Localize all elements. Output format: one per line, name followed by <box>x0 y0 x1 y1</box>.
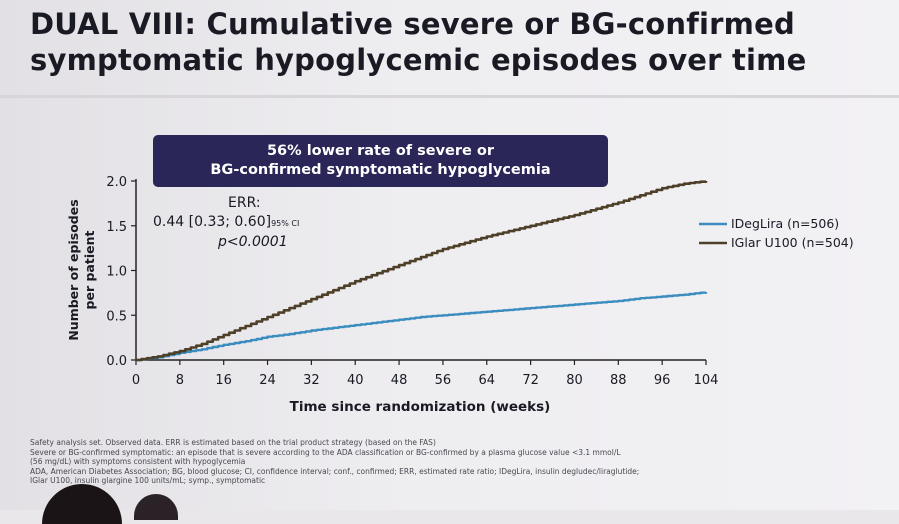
footnote-line: (56 mg/dL) with symptoms consistent with… <box>30 457 246 466</box>
slide-title-line-2: symptomatic hypoglycemic episodes over t… <box>30 43 807 77</box>
chart-axes: 0 8 16 24 32 40 48 56 64 72 80 88 96 104 0.0 0.5 1.0 1.5 2… <box>106 175 718 388</box>
banner-line-2: BG-confirmed symptomatic hypoglycemia <box>210 162 551 178</box>
y-axis-label-line-1: Number of episodes <box>66 199 81 340</box>
err-p-value: p<0.0001 <box>218 234 288 250</box>
footnote-line: Severe or BG-confirmed symptomatic: an e… <box>30 447 621 457</box>
chart-series <box>136 180 708 362</box>
series-line-ideglira <box>136 291 708 362</box>
slide-title-line-1: DUAL VIII: Cumulative severe or BG-confi… <box>30 7 795 41</box>
x-tick-label: 48 <box>391 373 408 388</box>
chart-legend: IDegLira (n=506) IGlar U100 (n=504) <box>699 216 854 250</box>
x-tick-label: 88 <box>610 373 627 388</box>
hypoglycemia-chart: 0 8 16 24 32 40 48 56 64 72 80 88 96 104 0.0 0.5 1.0 1.5 2… <box>66 175 854 415</box>
y-tick-label: 1.0 <box>106 265 127 280</box>
x-tick-label: 72 <box>522 373 539 388</box>
footnotes: Safety analysis set. Observed data. ERR … <box>30 438 890 486</box>
x-tick-label: 24 <box>259 373 276 388</box>
err-estimate: 0.44 [0.33; 0.60] <box>153 214 272 230</box>
series-line-iglar-u100 <box>136 180 708 362</box>
legend-label: IDegLira (n=506) <box>731 216 839 231</box>
x-tick-label: 64 <box>478 373 495 388</box>
err-ci-label: 95% CI <box>271 219 300 228</box>
x-tick-label: 56 <box>435 373 452 388</box>
x-tick-label: 0 <box>132 373 140 388</box>
err-annotation: ERR: 0.44 [0.33; 0.60]95% CI p<0.0001 <box>150 194 350 252</box>
x-tick-label: 104 <box>694 373 719 388</box>
y-axis-label-line-2: per patient <box>82 231 97 310</box>
err-values: 0.44 [0.33; 0.60]95% CI <box>150 213 350 233</box>
x-axis-label: Time since randomization (weeks) <box>290 399 551 415</box>
x-tick-label: 96 <box>654 373 671 388</box>
x-tick-label: 16 <box>215 373 232 388</box>
footnote-line: ADA, American Diabetes Association; BG, … <box>30 466 640 476</box>
x-tick-label: 8 <box>176 373 184 388</box>
banner-line-1: 56% lower rate of severe or <box>266 143 495 159</box>
result-banner: 56% lower rate of severe or BG-confirmed… <box>153 135 608 187</box>
footnote-line: Safety analysis set. Observed data. ERR … <box>30 438 436 447</box>
slide-background <box>0 0 899 510</box>
title-divider <box>0 95 899 98</box>
y-tick-label: 0.5 <box>106 309 127 324</box>
slide-title: DUAL VIII: Cumulative severe or BG-confi… <box>30 6 890 78</box>
footnote-line: IGlar U100, insulin glargine 100 units/m… <box>30 476 266 485</box>
y-tick-label: 1.5 <box>106 220 127 235</box>
x-tick-label: 32 <box>303 373 320 388</box>
legend-label: IGlar U100 (n=504) <box>731 235 854 250</box>
y-tick-label: 2.0 <box>106 175 127 190</box>
err-label: ERR: <box>228 195 261 211</box>
y-tick-label: 0.0 <box>106 354 127 369</box>
x-tick-label: 80 <box>566 373 583 388</box>
x-tick-label: 40 <box>347 373 364 388</box>
